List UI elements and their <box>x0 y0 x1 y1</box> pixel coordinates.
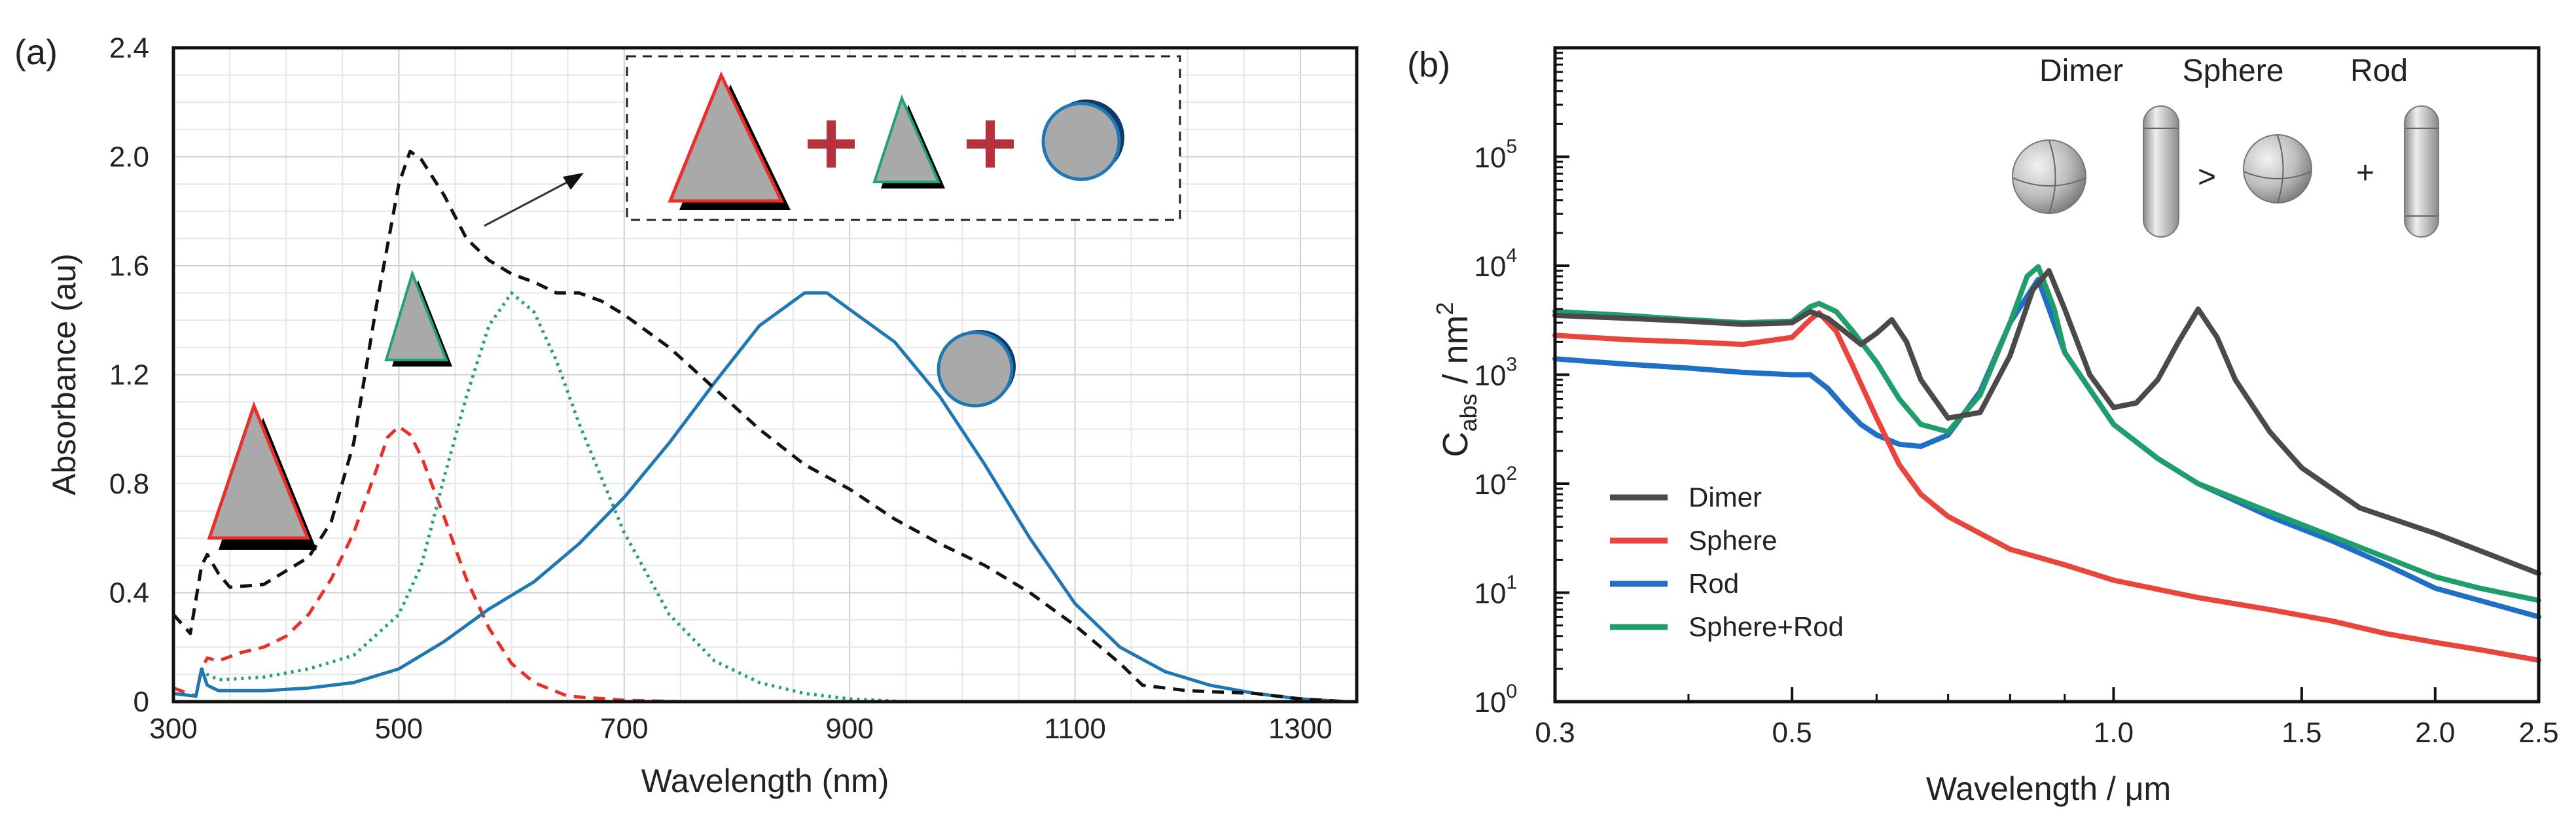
series-sphere-line <box>1552 310 2541 663</box>
ylabel-sup: 2 <box>1431 302 1458 315</box>
panel-a: (a) 0 0.4 0.8 1.2 1.6 2.0 2.4 300 500 700 900 1100… <box>14 32 1359 799</box>
small-triangle-icon <box>384 269 452 367</box>
large-triangle-icon <box>207 401 317 550</box>
series-large-triangle-line <box>173 425 681 704</box>
panel-a-x-axis-label: Wavelength (nm) <box>641 763 889 799</box>
ylabel-main: C <box>1436 432 1475 458</box>
inset-operator-plus: + <box>2356 156 2374 190</box>
panel-b-label: (b) <box>1407 45 1450 84</box>
series-dimer-line <box>1552 268 2541 577</box>
y-tick-base: 10 <box>1474 251 1506 283</box>
series-sphere-plus-rod-line <box>1552 264 2541 603</box>
y-tick-label: 2.4 <box>109 32 149 64</box>
legend-label: Rod <box>1689 568 1739 599</box>
inset-label-dimer: Dimer <box>2039 54 2123 88</box>
y-tick-exponent: 3 <box>1506 354 1517 376</box>
plus-icon <box>808 120 855 168</box>
nanoparticle-inset: Dimer Sphere Rod > + <box>2012 54 2439 238</box>
y-tick-label: 1.6 <box>109 250 149 282</box>
plus-icon <box>967 120 1014 168</box>
legend-label: Sphere <box>1689 525 1777 556</box>
x-tick-label: 0.5 <box>1772 717 1812 749</box>
x-tick-label: 700 <box>600 713 648 745</box>
single-sphere-icon <box>2243 134 2312 204</box>
y-tick-label: 100 <box>1474 681 1517 719</box>
y-tick-label: 1.2 <box>109 359 149 391</box>
y-tick-base: 10 <box>1474 578 1506 610</box>
y-tick-exponent: 1 <box>1506 572 1517 594</box>
x-tick-label: 1300 <box>1268 713 1333 745</box>
ylabel-rest: / nm <box>1436 315 1475 393</box>
panel-b-x-label-text: Wavelength / <box>1926 770 2125 807</box>
sphere-icon <box>937 330 1016 408</box>
x-tick-label: 300 <box>149 713 197 745</box>
series-sphere-line <box>173 291 1346 704</box>
panel-a-label: (a) <box>14 33 58 72</box>
y-tick-label: 103 <box>1474 354 1517 392</box>
series-mixture-line <box>172 149 1346 704</box>
y-tick-label: 101 <box>1474 572 1517 610</box>
y-tick-base: 10 <box>1474 469 1506 501</box>
panel-b-y-axis-label: Cabs / nm2 <box>1431 302 1482 457</box>
inset-label-rod: Rod <box>2350 54 2408 88</box>
x-tick-label: 1100 <box>1044 713 1106 745</box>
panel-a-axes-frame <box>171 46 1359 704</box>
y-tick-label: 102 <box>1474 463 1517 501</box>
dimer-rod-icon <box>2143 105 2179 238</box>
y-tick-label: 104 <box>1474 245 1517 283</box>
panel-a-y-ticks: 0 0.4 0.8 1.2 1.6 2.0 2.4 <box>109 32 149 718</box>
panel-b-x-label-unit: μm <box>2125 770 2171 807</box>
panel-b-legend: Dimer Sphere Rod Sphere+Rod <box>1610 482 1844 642</box>
x-tick-label: 2.5 <box>2518 717 2558 749</box>
x-tick-label: 0.3 <box>1535 717 1575 749</box>
x-tick-label: 2.0 <box>2415 717 2455 749</box>
svg-text:Cabs / nm2: Cabs / nm2 <box>1431 302 1482 457</box>
y-tick-base: 10 <box>1474 687 1506 719</box>
y-tick-base: 10 <box>1474 142 1506 174</box>
panel-a-y-axis-label: Absorbance (au) <box>46 253 82 495</box>
inset-operator-greater: > <box>2198 160 2216 194</box>
inset-arrow <box>484 173 584 227</box>
inset-small-triangle-icon <box>872 94 945 189</box>
single-rod-icon <box>2404 105 2439 238</box>
y-tick-label: 0.4 <box>109 577 149 609</box>
y-tick-label: 0.8 <box>109 468 149 500</box>
inset-large-triangle-icon <box>668 71 791 210</box>
y-tick-label: 2.0 <box>109 141 149 173</box>
x-tick-label: 1.5 <box>2281 717 2321 749</box>
y-tick-label: 105 <box>1474 136 1517 174</box>
y-tick-exponent: 0 <box>1506 681 1517 702</box>
inset-label-sphere: Sphere <box>2183 54 2284 88</box>
dimer-sphere-icon <box>2012 139 2086 214</box>
mixture-inset <box>626 55 1181 221</box>
y-tick-exponent: 4 <box>1506 245 1517 266</box>
y-tick-base: 10 <box>1474 360 1506 392</box>
y-tick-label: 0 <box>134 686 149 718</box>
panel-a-x-ticks: 300 500 700 900 1100 1300 <box>149 713 1333 745</box>
series-rod-line <box>1552 276 2541 620</box>
panel-a-series <box>172 149 1346 704</box>
y-tick-exponent: 2 <box>1506 463 1517 484</box>
y-tick-exponent: 5 <box>1506 136 1517 158</box>
x-tick-label: 1.0 <box>2094 717 2134 749</box>
inset-sphere-icon <box>1041 99 1124 181</box>
x-tick-label: 900 <box>825 713 873 745</box>
ylabel-sub: abs <box>1455 394 1482 432</box>
legend-label: Sphere+Rod <box>1689 611 1844 642</box>
x-tick-label: 500 <box>375 713 423 745</box>
panel-b-x-ticks: 0.3 0.5 1.0 1.5 2.0 2.5 <box>1535 687 2559 749</box>
panel-b-series <box>1552 264 2541 663</box>
panel-b-x-axis-label: Wavelength / μm <box>1926 770 2171 807</box>
legend-label: Dimer <box>1689 482 1762 512</box>
